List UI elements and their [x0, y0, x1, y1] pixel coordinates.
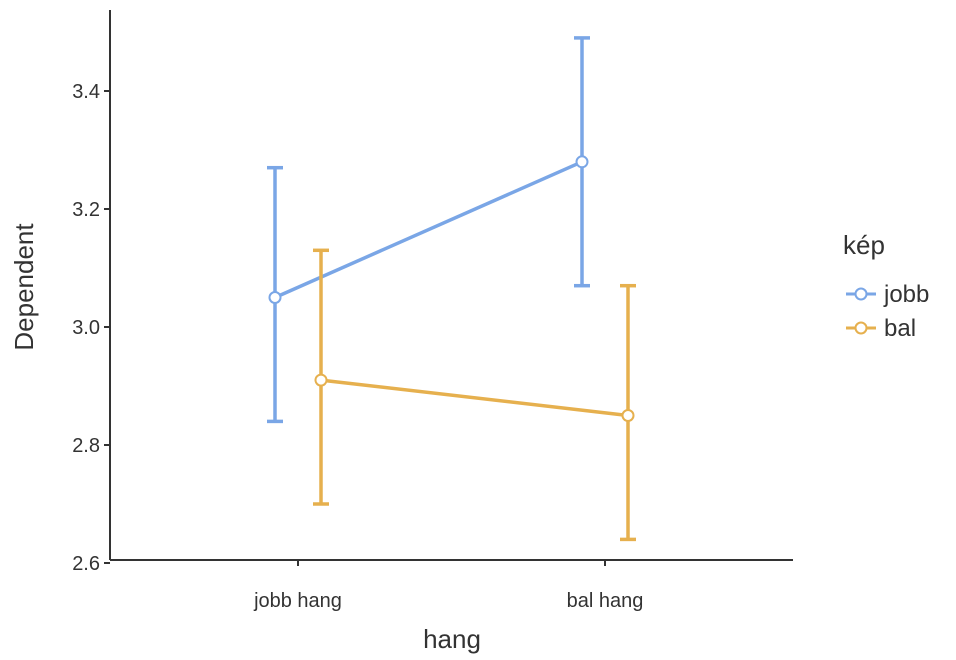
- legend-key-bal: [846, 321, 876, 335]
- series-jobb: [267, 36, 590, 424]
- series-layer: [267, 36, 636, 542]
- data-point: [621, 409, 635, 422]
- legend-key-point: [854, 321, 868, 335]
- legend: kép jobb bal: [843, 230, 929, 342]
- y-tick-label: 3.0: [72, 317, 100, 339]
- y-axis-title: Dependent: [9, 223, 39, 351]
- y-tick-label: 3.4: [72, 81, 100, 103]
- legend-label: bal: [884, 315, 916, 342]
- data-point: [268, 291, 282, 304]
- series-bal: [313, 248, 636, 542]
- axes: 2.6 2.8 3.0 3.2 3.4 jobb hang bal hang: [72, 10, 793, 612]
- legend-label: jobb: [883, 281, 929, 308]
- y-tick-label: 3.2: [72, 199, 100, 221]
- data-point: [575, 155, 589, 169]
- series-line: [274, 160, 583, 300]
- x-axis-title: hang: [423, 624, 481, 654]
- legend-key-point: [854, 287, 868, 301]
- data-point: [314, 373, 328, 387]
- y-tick-label: 2.6: [72, 553, 100, 575]
- x-tick-label: jobb hang: [253, 590, 342, 612]
- legend-title: kép: [843, 230, 885, 260]
- legend-key-jobb: [846, 287, 876, 301]
- y-tick-label: 2.8: [72, 435, 100, 457]
- x-tick-label: bal hang: [567, 590, 644, 612]
- series-line: [320, 378, 629, 418]
